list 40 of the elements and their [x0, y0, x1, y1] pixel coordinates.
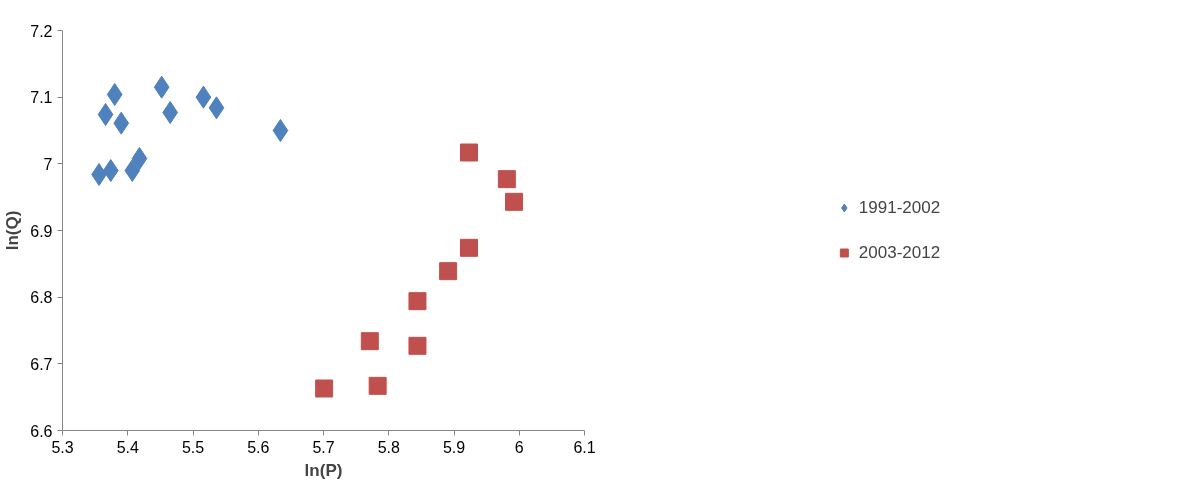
y-tick-label: 7.2: [30, 22, 53, 40]
x-tick-label: 5.8: [377, 438, 400, 456]
point: [208, 96, 225, 120]
y-axis-title: ln(Q): [3, 210, 23, 251]
y-tick-label: 6.8: [30, 289, 53, 307]
y-tick-label: 7: [43, 155, 53, 173]
legend-label: 2003-2012: [858, 242, 941, 263]
point: [408, 336, 427, 355]
point: [131, 147, 148, 170]
point: [153, 75, 170, 99]
y-tick-label: 7.1: [30, 89, 53, 107]
point: [97, 103, 114, 126]
point: [124, 159, 141, 182]
x-tick-label: 6.1: [573, 438, 596, 456]
point: [106, 83, 123, 106]
point: [408, 292, 427, 311]
point: [460, 143, 479, 162]
x-tick-label: 5.7: [312, 438, 335, 456]
point: [113, 111, 130, 135]
x-tick-label: 5.5: [181, 438, 205, 456]
point: [368, 376, 387, 395]
point: [439, 262, 458, 281]
point: [195, 85, 212, 109]
point: [102, 159, 119, 182]
y-tick-label: 6.7: [30, 355, 53, 373]
x-tick-label: 6: [514, 438, 524, 456]
point: [505, 192, 524, 211]
x-tick-label: 5.4: [116, 438, 139, 456]
point: [460, 238, 479, 257]
point: [360, 332, 379, 351]
x-axis-title: ln(P): [304, 460, 343, 480]
y-tick-label: 6.9: [30, 222, 53, 240]
point: [315, 379, 334, 398]
x-tick-label: 5.9: [442, 438, 466, 456]
legend-label: 1991-2002: [858, 197, 941, 218]
point: [497, 170, 516, 189]
x-tick-label: 5.3: [51, 438, 74, 456]
point: [272, 119, 289, 142]
y-tick-label: 6.6: [30, 422, 53, 440]
x-tick-label: 5.6: [247, 438, 270, 456]
